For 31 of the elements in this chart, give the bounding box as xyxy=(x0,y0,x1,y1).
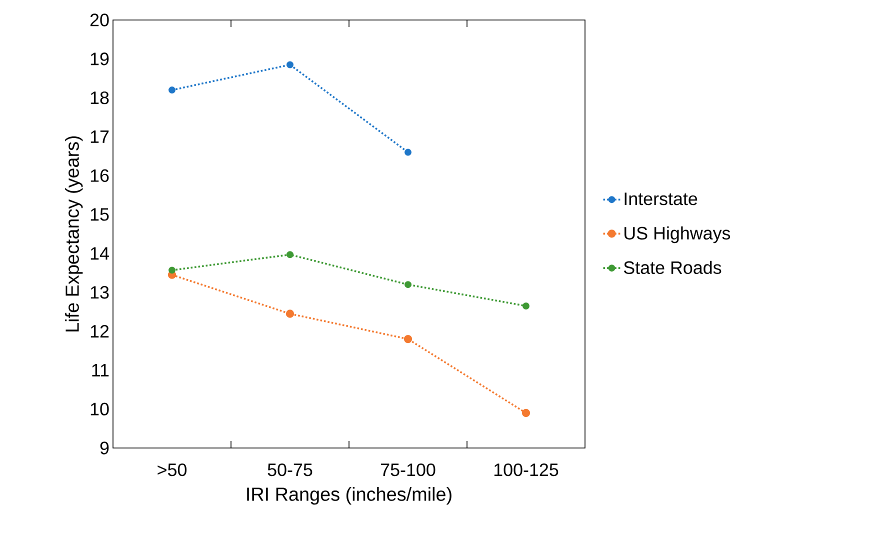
point xyxy=(404,148,412,156)
legend-label: State Roads xyxy=(624,260,722,274)
y-tick-label: 12 xyxy=(90,325,109,338)
point xyxy=(522,408,530,418)
y-tick-label: 14 xyxy=(90,247,109,260)
y-tick-label: 15 xyxy=(90,208,109,221)
point xyxy=(286,61,294,68)
legend-label: Interstate xyxy=(624,192,698,206)
x-axis-title: IRI Ranges (inches/mile) xyxy=(247,486,452,505)
y-axis-title: Life Expectancy (years) xyxy=(65,136,83,332)
point xyxy=(168,266,176,274)
point xyxy=(168,86,176,94)
point xyxy=(522,302,530,310)
y-tick-label: 9 xyxy=(100,442,109,454)
x-tick-label: 50-75 xyxy=(268,463,312,476)
y-tick-label: 13 xyxy=(90,286,109,299)
point xyxy=(404,334,412,344)
x-tick-label: >50 xyxy=(158,463,187,476)
point xyxy=(404,281,412,288)
y-tick-label: 19 xyxy=(90,52,109,66)
y-tick-label: 20 xyxy=(90,14,109,26)
y-tick-label: 18 xyxy=(90,91,109,104)
x-tick-label: 75-100 xyxy=(381,463,436,476)
legend-label: US Highways xyxy=(624,226,730,244)
point xyxy=(286,251,294,258)
y-tick-label: 10 xyxy=(90,402,109,416)
point xyxy=(286,310,294,318)
y-tick-label: 11 xyxy=(92,364,109,376)
x-tick-label: 100-125 xyxy=(494,463,558,476)
y-tick-label: 16 xyxy=(90,169,109,182)
y-tick-label: 17 xyxy=(90,130,109,143)
